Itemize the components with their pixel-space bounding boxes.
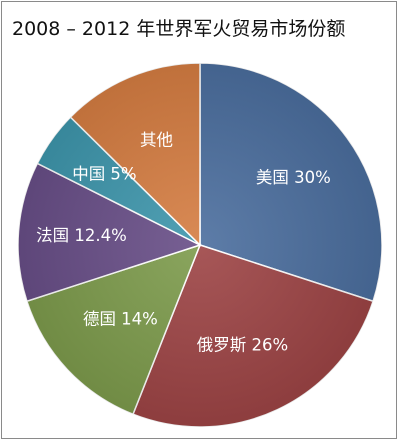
pie-label-6: 其他	[140, 130, 173, 149]
pie-labels: 美国 30% 俄罗斯 26% 德国 14% 法国 12.4% 中国 5%其他	[36, 130, 331, 354]
pie-label-1: 美国 30%	[256, 168, 331, 187]
pie-label-2: 俄罗斯 26%	[197, 335, 288, 354]
chart-title: 2008 – 2012 年世界军火贸易市场份额	[12, 18, 346, 40]
pie-slices	[17, 62, 383, 428]
pie-label-3: 德国 14%	[83, 309, 158, 328]
pie-label-4: 法国 12.4%	[36, 226, 127, 245]
pie-label-5: 中国 5%	[72, 165, 136, 184]
